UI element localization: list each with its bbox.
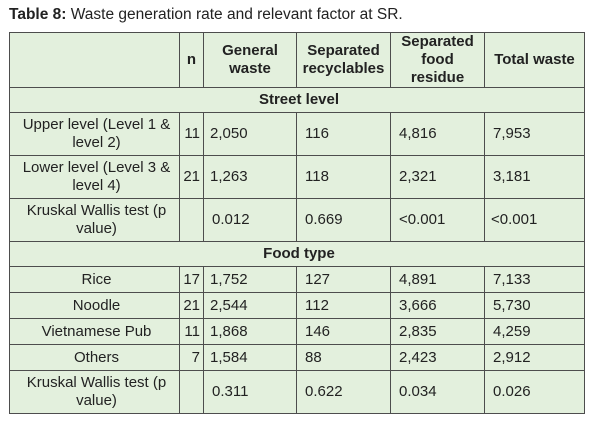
cell-separated-food-residue: 2,321 [390, 155, 485, 199]
row-label: Noodle [9, 292, 180, 319]
cell-general-waste: 0.311 [203, 370, 297, 414]
caption-text: Waste generation rate and relevant facto… [66, 6, 403, 23]
table-row: Upper level (Level 1 & level 2) 11 2,050… [9, 112, 585, 156]
header-separated-recyclables: Separated recyclables [296, 32, 391, 88]
caption-label: Table 8: [9, 6, 67, 23]
cell-general-waste: 2,050 [203, 112, 297, 156]
cell-separated-food-residue: <0.001 [390, 198, 485, 242]
table-row: Others 7 1,584 88 2,423 2,912 [9, 344, 585, 371]
table-row: Kruskal Wallis test (p value) 0.311 0.62… [9, 370, 585, 414]
row-label: Vietnamese Pub [9, 318, 180, 345]
cell-n: 17 [179, 266, 204, 293]
section-title-street-level: Street level [9, 87, 585, 113]
table-caption: Table 8: Waste generation rate and relev… [9, 6, 403, 24]
cell-separated-recyclables: 0.669 [296, 198, 391, 242]
table-row: Vietnamese Pub 11 1,868 146 2,835 4,259 [9, 318, 585, 345]
cell-separated-recyclables: 0.622 [296, 370, 391, 414]
cell-separated-food-residue: 4,816 [390, 112, 485, 156]
row-label: Rice [9, 266, 180, 293]
cell-n: 21 [179, 155, 204, 199]
table-row: Kruskal Wallis test (p value) 0.012 0.66… [9, 198, 585, 242]
cell-total-waste: 0.026 [484, 370, 585, 414]
cell-n: 11 [179, 112, 204, 156]
waste-table: n General waste Separated recyclables Se… [9, 32, 585, 414]
cell-general-waste: 0.012 [203, 198, 297, 242]
cell-total-waste: <0.001 [484, 198, 585, 242]
header-empty-cell [9, 32, 180, 88]
row-label: Kruskal Wallis test (p value) [9, 370, 180, 414]
section-title-food-type: Food type [9, 241, 585, 267]
cell-separated-food-residue: 4,891 [390, 266, 485, 293]
row-label: Lower level (Level 3 & level 4) [9, 155, 180, 199]
cell-separated-recyclables: 88 [296, 344, 391, 371]
cell-general-waste: 1,752 [203, 266, 297, 293]
cell-n: 7 [179, 344, 204, 371]
table-row: Lower level (Level 3 & level 4) 21 1,263… [9, 155, 585, 199]
table-row: Noodle 21 2,544 112 3,666 5,730 [9, 292, 585, 319]
cell-general-waste: 1,263 [203, 155, 297, 199]
section-row: Street level [9, 87, 585, 113]
cell-general-waste: 2,544 [203, 292, 297, 319]
header-n: n [179, 32, 204, 88]
cell-general-waste: 1,868 [203, 318, 297, 345]
cell-n: 21 [179, 292, 204, 319]
cell-separated-food-residue: 2,423 [390, 344, 485, 371]
cell-total-waste: 4,259 [484, 318, 585, 345]
cell-general-waste: 1,584 [203, 344, 297, 371]
cell-total-waste: 5,730 [484, 292, 585, 319]
row-label: Upper level (Level 1 & level 2) [9, 112, 180, 156]
cell-separated-recyclables: 118 [296, 155, 391, 199]
cell-total-waste: 7,953 [484, 112, 585, 156]
header-total-waste: Total waste [484, 32, 585, 88]
row-label: Others [9, 344, 180, 371]
header-separated-food-residue: Separated food residue [390, 32, 485, 88]
cell-separated-recyclables: 116 [296, 112, 391, 156]
cell-n: 11 [179, 318, 204, 345]
row-label: Kruskal Wallis test (p value) [9, 198, 180, 242]
cell-separated-food-residue: 0.034 [390, 370, 485, 414]
cell-separated-food-residue: 2,835 [390, 318, 485, 345]
header-row: n General waste Separated recyclables Se… [9, 32, 585, 88]
cell-n [179, 370, 204, 414]
cell-total-waste: 3,181 [484, 155, 585, 199]
table-row: Rice 17 1,752 127 4,891 7,133 [9, 266, 585, 293]
cell-separated-food-residue: 3,666 [390, 292, 485, 319]
cell-n [179, 198, 204, 242]
cell-separated-recyclables: 146 [296, 318, 391, 345]
cell-total-waste: 7,133 [484, 266, 585, 293]
cell-total-waste: 2,912 [484, 344, 585, 371]
header-general-waste: General waste [203, 32, 297, 88]
cell-separated-recyclables: 127 [296, 266, 391, 293]
cell-separated-recyclables: 112 [296, 292, 391, 319]
section-row: Food type [9, 241, 585, 267]
